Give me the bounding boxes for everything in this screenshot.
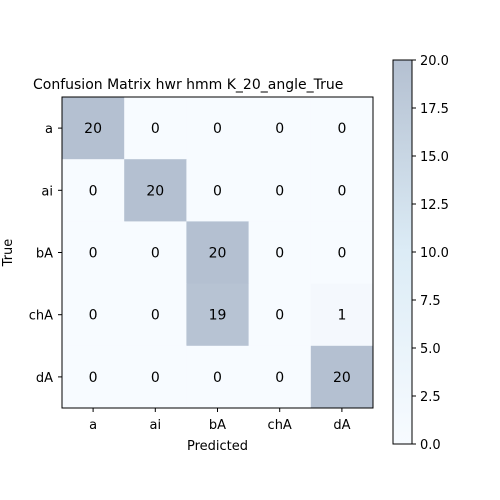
- cell-value-label: 0: [151, 308, 160, 324]
- cell-value-label: 0: [213, 370, 222, 386]
- heatmap-cell: [248, 283, 312, 347]
- heatmap-cell: [310, 283, 374, 347]
- heatmap-cell: [248, 221, 312, 285]
- cell-value-label: 0: [337, 121, 346, 137]
- colorbar-tick-label: 17.5: [420, 102, 449, 117]
- colorbar-tick-label: 15.0: [420, 150, 449, 165]
- colorbar-tick-label: 5.0: [420, 342, 441, 357]
- y-axis-label: True: [1, 239, 16, 268]
- x-tick-label: bA: [209, 418, 226, 433]
- cell-value-label: 0: [89, 183, 98, 199]
- cell-value-label: 0: [89, 370, 98, 386]
- cell-value-label: 20: [146, 183, 164, 199]
- cell-value-label: 0: [213, 121, 222, 137]
- heatmap-cell: [186, 283, 250, 347]
- heatmap-cell: [62, 159, 125, 222]
- heatmap-cell: [186, 221, 250, 285]
- heatmap-cell: [124, 159, 187, 222]
- cell-value-label: 20: [209, 246, 227, 262]
- colorbar-tick-label: 2.5: [420, 390, 441, 405]
- cell-value-label: 0: [213, 183, 222, 199]
- y-tick-label: ai: [41, 184, 53, 199]
- cell-value-label: 20: [333, 370, 351, 386]
- cell-value-label: 0: [151, 246, 160, 262]
- heatmap-cell: [124, 221, 187, 285]
- heatmap-cell: [186, 159, 250, 222]
- heatmap-cell: [124, 345, 187, 409]
- heatmap-cell: [62, 283, 125, 347]
- y-axis-ticks: a ai bA chA dA: [29, 122, 62, 386]
- colorbar-tick-label: 0.0: [420, 438, 441, 453]
- x-tick-label: a: [89, 418, 97, 433]
- x-axis-ticks: a ai bA chA dA: [89, 408, 351, 433]
- cell-value-label: 0: [89, 308, 98, 324]
- heatmap-cell: [248, 345, 312, 409]
- heatmap-cell: [248, 97, 312, 160]
- x-tick-label: chA: [268, 418, 292, 433]
- cell-value-label: 0: [275, 308, 284, 324]
- heatmap-cell: [124, 283, 187, 347]
- heatmap-cells: 20 0 0 0 0 0 20 0 0 0 0 0 20 0 0 0 0 19 0 1 0 0 0 0 20: [62, 97, 374, 409]
- cell-value-label: 0: [337, 183, 346, 199]
- cell-value-label: 0: [275, 246, 284, 262]
- heatmap-cell: [310, 221, 374, 285]
- cell-value-label: 0: [275, 183, 284, 199]
- heatmap-cell: [310, 159, 374, 222]
- colorbar-tick-label: 12.5: [420, 198, 449, 213]
- cell-value-label: 0: [151, 121, 160, 137]
- y-tick-label: bA: [36, 247, 53, 262]
- chart-title: Confusion Matrix hwr hmm K_20_angle_True: [33, 77, 343, 93]
- heatmap-cell: [310, 345, 374, 409]
- heatmap-cell: [62, 345, 125, 409]
- heatmap-cell: [62, 97, 125, 160]
- cell-value-label: 19: [209, 308, 227, 324]
- cell-value-label: 1: [337, 308, 346, 324]
- colorbar-tick-label: 10.0: [420, 246, 449, 261]
- y-tick-label: chA: [29, 309, 53, 324]
- cell-value-label: 0: [275, 121, 284, 137]
- cell-value-label: 0: [337, 246, 346, 262]
- colorbar: [392, 59, 413, 445]
- y-tick-label: a: [45, 122, 53, 137]
- heatmap-cell: [248, 159, 312, 222]
- cell-value-label: 20: [84, 121, 102, 137]
- x-axis-label: Predicted: [187, 439, 248, 454]
- cell-value-label: 0: [275, 370, 284, 386]
- x-tick-label: ai: [150, 418, 162, 433]
- heatmap-cell: [310, 97, 374, 160]
- heatmap-cell: [124, 97, 187, 160]
- heatmap-cell: [186, 345, 250, 409]
- y-tick-label: dA: [36, 371, 53, 386]
- cell-value-label: 0: [151, 370, 160, 386]
- colorbar-ticks: 0.0 2.5 5.0 7.5 10.0 12.5 15.0 17.5 20.0: [412, 54, 449, 453]
- heatmap-cell: [62, 221, 125, 285]
- colorbar-tick-label: 20.0: [420, 54, 449, 69]
- colorbar-tick-label: 7.5: [420, 294, 441, 309]
- cell-value-label: 0: [89, 246, 98, 262]
- x-tick-label: dA: [333, 418, 350, 433]
- heatmap-cell: [186, 97, 250, 160]
